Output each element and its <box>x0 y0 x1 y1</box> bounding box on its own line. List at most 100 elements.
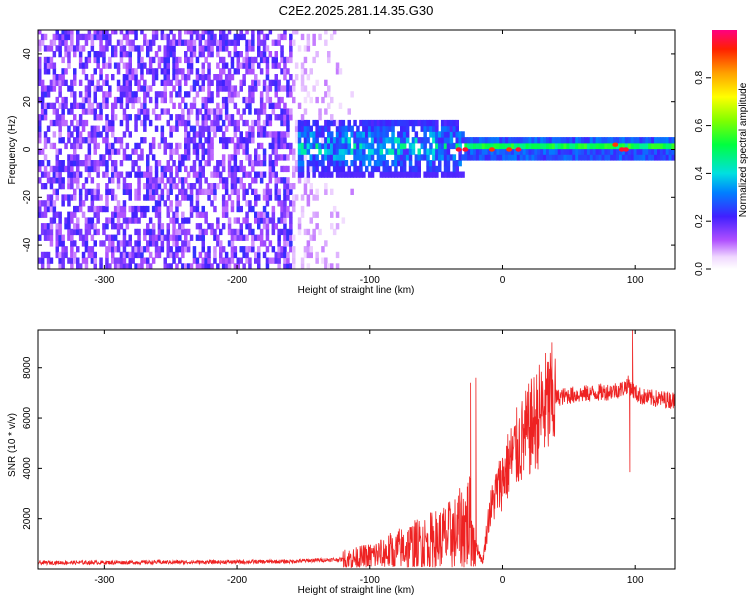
spectrogram-cell <box>87 223 92 230</box>
spectrogram-cell <box>668 154 673 161</box>
spectrogram-cell <box>400 119 404 127</box>
spectrogram-cell <box>111 108 115 115</box>
spectrogram-cell <box>236 125 240 132</box>
spectrogram-cell <box>251 125 255 132</box>
spectrogram-cell <box>300 62 305 69</box>
spectrogram-cell <box>429 148 433 155</box>
spectrogram-cell <box>443 137 448 144</box>
spectrogram-cell <box>286 228 290 236</box>
spectrogram-cell <box>578 142 582 150</box>
spectrogram-cell <box>280 200 284 207</box>
spectrogram-cell <box>52 142 57 150</box>
spectrogram-cell <box>257 51 261 58</box>
spectrogram-cell <box>184 137 188 144</box>
spectrogram-cell <box>496 154 500 161</box>
spectrogram-cell <box>382 131 386 138</box>
spectrogram-cell <box>572 154 576 161</box>
spectrogram-cell <box>397 119 401 127</box>
spectrogram-cell <box>108 91 112 98</box>
spectrogram-cell <box>350 125 354 132</box>
spectrogram-cell <box>292 171 296 178</box>
spectrogram-cell <box>242 119 246 127</box>
spectrogram-cell <box>254 56 258 64</box>
spectrogram-cell <box>78 131 83 138</box>
spectrogram-cell <box>46 45 51 52</box>
spectrogram-cell <box>38 205 42 213</box>
spectrogram-cell <box>487 148 492 155</box>
spectrogram-cell <box>265 263 270 269</box>
spectrogram-cell <box>201 114 205 121</box>
spectrogram-cell <box>128 251 132 259</box>
spectrogram-cell <box>87 102 92 109</box>
spectrogram-cell <box>93 96 97 104</box>
spectrogram-cell <box>40 148 45 155</box>
spectrogram-cell <box>289 142 293 150</box>
x-tick-label: 100 <box>627 275 644 286</box>
spectrogram-cell <box>347 108 351 115</box>
spectrogram-cell <box>113 257 118 264</box>
spectrogram-cell <box>105 137 109 144</box>
spectrogram-cell <box>388 119 392 127</box>
spectrogram-cell <box>70 177 74 184</box>
spectrogram-cell <box>528 137 532 144</box>
spectrogram-cell <box>108 240 112 247</box>
spectrogram-cell <box>38 39 42 46</box>
spectrogram-cell <box>90 131 95 138</box>
spectrogram-cell <box>113 223 118 230</box>
spectrogram-cell <box>58 251 62 259</box>
spectrogram-cell <box>116 257 121 264</box>
spectrogram-cell <box>67 234 71 241</box>
spectrogram-cell <box>204 96 208 104</box>
spectrogram-cell <box>367 148 372 155</box>
spectrogram-cell <box>327 148 331 155</box>
spectrogram-cell <box>300 125 305 132</box>
spectrogram-cell <box>335 165 340 173</box>
spectrogram-cell <box>330 171 334 178</box>
spectrogram-cell <box>356 148 360 155</box>
spectrogram-cell <box>210 228 214 236</box>
spectrogram-cell <box>93 68 97 75</box>
spectrogram-cell <box>99 85 103 92</box>
spectrogram-cell <box>242 79 246 86</box>
spectrogram-cell <box>105 96 109 104</box>
spectrogram-cell <box>224 137 229 144</box>
spectrogram-cell <box>619 148 623 155</box>
spectrogram-cell <box>169 125 173 132</box>
spectrogram-cell <box>204 45 208 52</box>
spectrogram-cell <box>414 165 419 173</box>
spectrogram-cell <box>236 148 240 155</box>
spectrogram-cell <box>78 56 83 64</box>
spectrogram-cell <box>195 33 200 41</box>
spectrogram-cell <box>254 171 258 178</box>
spectrogram-cell <box>172 125 176 132</box>
spectrogram-cell <box>189 183 194 190</box>
spectrogram-cell <box>566 154 570 161</box>
spectrogram-cell <box>55 119 59 127</box>
spectrogram-cell <box>52 62 57 69</box>
spectrogram-cell <box>70 33 74 41</box>
spectrogram-cell <box>385 148 389 155</box>
spectrogram-cell <box>166 39 170 46</box>
spectrogram-cell <box>551 148 556 155</box>
spectrogram-cell <box>154 91 159 98</box>
spectrogram-cell <box>186 56 191 64</box>
spectrogram-cell <box>245 251 249 259</box>
spectrogram-cell <box>181 263 185 269</box>
spectrogram-cell <box>128 217 132 224</box>
spectrogram-cell <box>87 96 92 104</box>
chart-title: C2E2.2025.281.14.35.G30 <box>279 3 434 18</box>
spectrogram-cell <box>548 142 553 150</box>
spectrogram-cell <box>257 39 261 46</box>
spectrogram-cell <box>137 165 141 173</box>
spectrogram-cell <box>175 148 179 155</box>
spectrogram-cell <box>271 228 276 236</box>
spectrogram-cell <box>169 51 173 58</box>
spectrogram-cell <box>207 246 211 253</box>
spectrogram-cell <box>116 246 121 253</box>
spectrogram-cell <box>184 91 188 98</box>
spectrogram-cell <box>376 154 381 161</box>
spectrogram-cell <box>239 131 243 138</box>
spectrogram-cell <box>207 263 211 269</box>
spectrogram-cell <box>181 251 185 259</box>
spectrogram-cell <box>38 30 42 35</box>
